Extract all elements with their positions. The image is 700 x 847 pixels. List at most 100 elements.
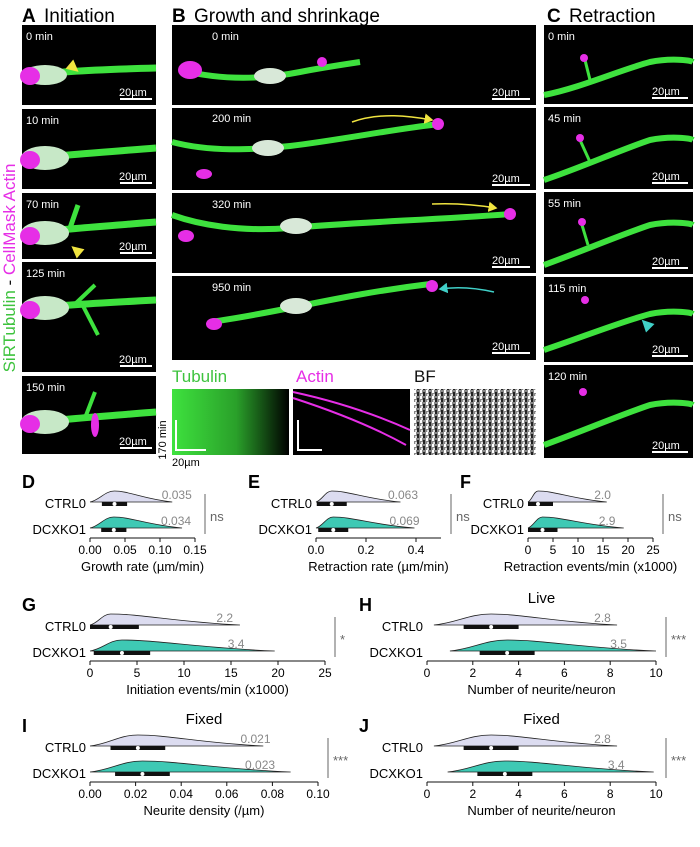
x-tick-label-H-0: 0 (424, 666, 431, 680)
panel-C-image-3: 55 min 20µm (542, 192, 695, 274)
scalebar-A5: 20µm (119, 436, 147, 448)
violin-G-DCXKO1 (89, 639, 275, 652)
x-tick-label-I-3: 0.06 (215, 787, 239, 801)
category-label-I-CTRL0: CTRL0 (45, 740, 86, 755)
chart-H-title: Live (528, 590, 556, 607)
median-dot-I-CTRL0 (135, 746, 140, 750)
panel-B-image-4: 950 min 20µm (172, 276, 536, 360)
median-label-F-DCXKO1: 2.9 (599, 514, 616, 528)
scalebar-A2: 20µm (119, 171, 147, 183)
sig-label-H: *** (671, 632, 686, 647)
median-label-I-DCXKO1: 0.023 (245, 758, 275, 772)
median-label-G-DCXKO1: 3.4 (228, 637, 245, 651)
median-dot-G-CTRL0 (108, 625, 113, 629)
side-label-tubulin: SiRTubulin (0, 290, 19, 372)
violin-F-DCXKO1 (527, 516, 624, 529)
panel-C-image-2: 45 min 20µm (543, 107, 695, 189)
side-label-actin: CellMask Actin (0, 164, 19, 275)
median-label-H-CTRL0: 2.8 (594, 611, 611, 625)
category-label-G-DCXKO1: DCXKO1 (33, 645, 86, 660)
x-tick-label-G-1: 5 (134, 666, 141, 680)
panel-A-image-2: 10 min 20µm (20, 109, 157, 189)
panel-B-image-1: 0 min 20µm (172, 25, 536, 105)
violin-I-CTRL0 (89, 734, 264, 747)
x-tick-label-D-2: 0.10 (148, 543, 172, 557)
median-label-E-CTRL0: 0.063 (388, 488, 418, 502)
kymo-label-bf: BF (414, 367, 436, 386)
median-dot-E-DCXKO1 (331, 528, 336, 532)
panel-C-time-1: 0 min (548, 31, 575, 43)
category-label-E-CTRL0: CTRL0 (271, 496, 312, 511)
panel-C-letter: C (547, 6, 561, 27)
panel-A-time-5: 150 min (26, 382, 65, 394)
x-tick-label-F-5: 25 (646, 543, 660, 557)
violin-H-CTRL0 (433, 613, 618, 626)
median-label-F-CTRL0: 2.0 (594, 488, 611, 502)
x-tick-label-I-5: 0.10 (306, 787, 330, 801)
panel-A-title: Initiation (44, 6, 115, 27)
violin-H-DCXKO1 (449, 639, 657, 652)
panel-C-time-5: 120 min (548, 371, 587, 383)
panel-B-title: Growth and shrinkage (194, 6, 380, 27)
sig-label-D: ns (210, 509, 224, 524)
scalebar-B2: 20µm (492, 173, 520, 185)
panel-D-letter: D (22, 472, 35, 492)
panel-C-image-1: 0 min 20µm (543, 25, 695, 104)
x-tick-label-I-0: 0.00 (78, 787, 102, 801)
median-label-J-CTRL0: 2.8 (594, 732, 611, 746)
scalebar-A1: 20µm (119, 87, 147, 99)
scalebar-A3: 20µm (119, 241, 147, 253)
scalebar-B3: 20µm (492, 255, 520, 267)
panel-A-image-5: 150 min 20µm (20, 376, 157, 454)
panel-A-time-1: 0 min (26, 31, 53, 43)
x-tick-label-F-3: 15 (596, 543, 610, 557)
x-tick-label-G-3: 15 (224, 666, 238, 680)
median-dot-D-CTRL0 (112, 502, 117, 506)
median-label-D-CTRL0: 0.035 (162, 488, 192, 502)
panel-C-image-4: 115 min 20µm (543, 277, 695, 362)
median-dot-G-DCXKO1 (119, 651, 124, 655)
scalebar-C1: 20µm (652, 86, 680, 98)
kymo-bf (414, 389, 536, 455)
x-tick-label-I-4: 0.08 (261, 787, 285, 801)
panel-C-title: Retraction (569, 6, 656, 27)
category-label-J-DCXKO1: DCXKO1 (370, 766, 423, 781)
median-dot-I-DCXKO1 (140, 772, 145, 776)
x-tick-label-J-4: 8 (607, 787, 614, 801)
x-tick-label-H-1: 2 (469, 666, 476, 680)
median-dot-J-CTRL0 (489, 746, 494, 750)
panel-B-time-4: 950 min (212, 282, 251, 294)
scalebar-B1: 20µm (492, 87, 520, 99)
median-label-I-CTRL0: 0.021 (240, 732, 270, 746)
x-tick-label-F-1: 5 (550, 543, 557, 557)
x-tick-label-D-0: 0.00 (78, 543, 102, 557)
x-tick-label-H-2: 4 (515, 666, 522, 680)
x-tick-label-D-1: 0.05 (113, 543, 137, 557)
panel-B-letter: B (172, 6, 186, 27)
kymo-tubulin (172, 389, 289, 455)
scalebar-B4: 20µm (492, 341, 520, 353)
scalebar-C4: 20µm (652, 344, 680, 356)
side-label-sep: - (0, 275, 19, 290)
chart-J-title: Fixed (523, 711, 560, 728)
side-label: SiRTubulin - CellMask Actin (0, 164, 19, 373)
scalebar-A4: 20µm (119, 354, 147, 366)
x-tick-label-H-3: 6 (561, 666, 568, 680)
category-label-I-DCXKO1: DCXKO1 (33, 766, 86, 781)
x-axis-label-F: Retraction events/min (x1000) (504, 559, 677, 574)
x-tick-label-J-5: 10 (649, 787, 663, 801)
panel-G-letter: G (22, 595, 36, 615)
sig-label-E: ns (456, 509, 470, 524)
x-axis-label-H: Number of neurite/neuron (467, 682, 615, 697)
category-label-F-CTRL0: CTRL0 (483, 496, 524, 511)
panel-A-images: 0 min 20µm 10 min 20µm 70 min 20µm 125 m… (20, 25, 157, 454)
x-tick-label-J-1: 2 (469, 787, 476, 801)
median-label-H-DCXKO1: 3.5 (610, 637, 627, 651)
violin-I-DCXKO1 (89, 760, 291, 773)
median-dot-D-DCXKO1 (111, 528, 116, 532)
x-tick-label-E-0: 0.0 (308, 543, 325, 557)
panel-A-time-2: 10 min (26, 115, 59, 127)
panel-C-time-4: 115 min (548, 283, 586, 295)
panel-A-image-1: 0 min 20µm (20, 25, 157, 105)
